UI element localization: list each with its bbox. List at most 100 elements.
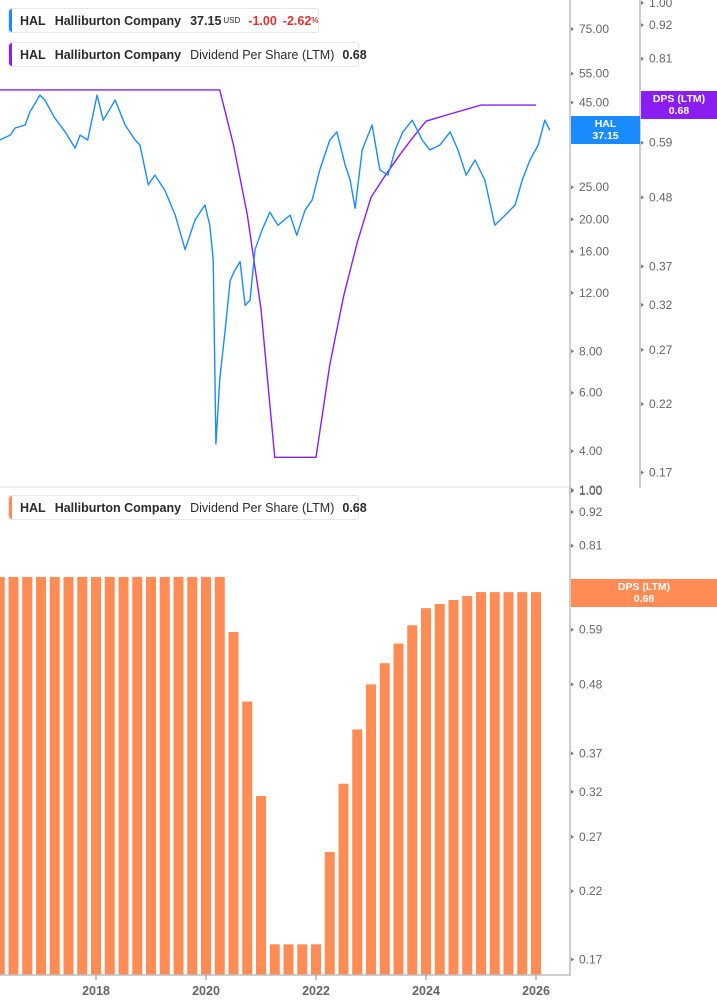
axes: 75.0055.0045.0035.0025.0020.0016.0012.00…	[0, 0, 673, 998]
dps-top-tick-label: 0.81	[649, 52, 673, 66]
dps-bar	[228, 631, 239, 975]
dps-top-tick-mark	[641, 402, 644, 407]
dps-top-tick-label: 0.48	[649, 190, 673, 204]
dps-bar	[283, 944, 294, 975]
dps-bar	[531, 592, 541, 975]
dps-bar	[311, 944, 321, 975]
dps-bar	[104, 576, 115, 975]
dps-bottom-flag: DPS (LTM) 0.68	[571, 579, 717, 607]
dps-top-tick-mark	[641, 140, 644, 145]
legend-price[interactable]: HAL Halliburton Company 37.15 USD -1.00 …	[8, 8, 319, 33]
dps-bar	[91, 576, 101, 975]
legend-dps-top[interactable]: HAL Halliburton Company Dividend Per Sha…	[8, 42, 367, 67]
dps-bar	[366, 684, 376, 975]
dps-top-tick-label: 0.22	[649, 397, 673, 411]
dps-bar	[421, 608, 431, 975]
dps-top-tick-label: 0.92	[649, 18, 673, 32]
dps-bar	[462, 596, 473, 975]
legend-value: 0.68	[342, 500, 367, 515]
x-tick-label: 2020	[192, 984, 220, 998]
dps-top-tick-mark	[641, 302, 644, 307]
price-tick-mark	[571, 71, 574, 76]
dps-bar	[8, 576, 19, 975]
legend-ticker: HAL	[20, 13, 46, 28]
dps-bottom-tick-label: 0.48	[579, 677, 603, 691]
price-tick-mark	[571, 349, 574, 354]
dps-bar	[407, 625, 418, 975]
dps-bottom-tick-label: 0.37	[579, 746, 603, 760]
legend-company: Halliburton Company	[54, 500, 182, 515]
price-flag-value: 37.15	[592, 130, 619, 142]
price-tick-label: 25.00	[579, 180, 609, 194]
price-tick-label: 6.00	[579, 386, 603, 400]
dps-bar	[187, 576, 198, 975]
price-tick-mark	[571, 185, 574, 190]
dps-bar	[448, 600, 459, 975]
price-tick-mark	[571, 290, 574, 295]
dps-bar	[159, 576, 170, 975]
dps-bottom-tick-label: 1.00	[579, 483, 603, 497]
dps-bar	[489, 592, 500, 975]
dps-bottom-tick-label: 0.22	[579, 884, 603, 898]
dps-bar	[434, 604, 445, 975]
dps-bottom-flag-value: 0.68	[633, 593, 655, 605]
legend-metric: Dividend Per Share (LTM)	[190, 500, 335, 515]
price-flag: HAL 37.15	[571, 116, 640, 144]
dps-line-swatch	[9, 43, 12, 66]
series-lines	[0, 89, 551, 459]
dps-bar	[173, 576, 184, 975]
dps-bottom-tick-mark	[571, 682, 574, 687]
dps-top-tick-mark	[641, 23, 644, 27]
dps-bar	[201, 576, 211, 975]
legend-ticker: HAL	[20, 47, 46, 62]
dps-bar-swatch	[9, 496, 12, 519]
dps-top-flag-label: DPS (LTM)	[652, 93, 706, 105]
dps-top-tick-label: 1.00	[649, 0, 673, 10]
price-tick-label: 75.00	[579, 22, 609, 36]
price-tick-mark	[571, 27, 574, 31]
dps-top-tick-mark	[641, 347, 644, 352]
legend-pct-sign: %	[311, 16, 319, 25]
dps-top-tick-mark	[641, 470, 644, 475]
price-tick-mark	[571, 449, 574, 454]
price-flag-label: HAL	[594, 118, 617, 130]
dps-bar	[517, 592, 528, 975]
dps-bar	[379, 663, 390, 975]
x-tick-label: 2026	[522, 984, 550, 998]
dps-bottom-tick-label: 0.59	[579, 623, 603, 637]
price-tick-label: 1.00	[579, 484, 603, 498]
legend-company: Halliburton Company	[54, 13, 182, 28]
dps-bar	[22, 576, 33, 975]
dps-top-tick-mark	[641, 56, 644, 61]
dps-bar	[256, 796, 266, 975]
price-tick-label: 16.00	[579, 244, 609, 258]
legend-ticker: HAL	[20, 500, 46, 515]
dps-top-flag: DPS (LTM) 0.68	[641, 91, 717, 119]
dps-bottom-tick-label: 0.81	[579, 539, 603, 553]
dps-top-tick-mark	[641, 0, 644, 5]
dps-bar	[63, 576, 74, 975]
dps-bar	[352, 729, 363, 975]
dps-bottom-tick-mark	[571, 957, 574, 962]
dps-bar	[77, 576, 88, 975]
dps-bottom-tick-mark	[571, 751, 574, 756]
dps-bar	[132, 576, 143, 975]
dps-bottom-flag-label: DPS (LTM)	[617, 581, 671, 593]
price-tick-label: 4.00	[579, 444, 603, 458]
price-tick-label: 45.00	[579, 96, 609, 110]
dps-top-tick-mark	[641, 264, 644, 269]
legend-dps-bottom[interactable]: HAL Halliburton Company Dividend Per Sha…	[8, 495, 367, 520]
dps-bar	[269, 944, 280, 975]
legend-price-value: 37.15	[190, 13, 222, 28]
price-tick-mark	[571, 217, 574, 222]
dps-bars	[0, 576, 541, 975]
dps-bottom-tick-mark	[571, 487, 574, 492]
legend-currency: USD	[223, 16, 241, 25]
dps-bar	[49, 576, 60, 975]
dps-bar	[297, 944, 308, 975]
dps-bar	[36, 576, 46, 975]
dps-top-tick-label: 0.17	[649, 465, 673, 479]
dps-bar	[476, 592, 486, 975]
dps-bar	[393, 643, 404, 975]
